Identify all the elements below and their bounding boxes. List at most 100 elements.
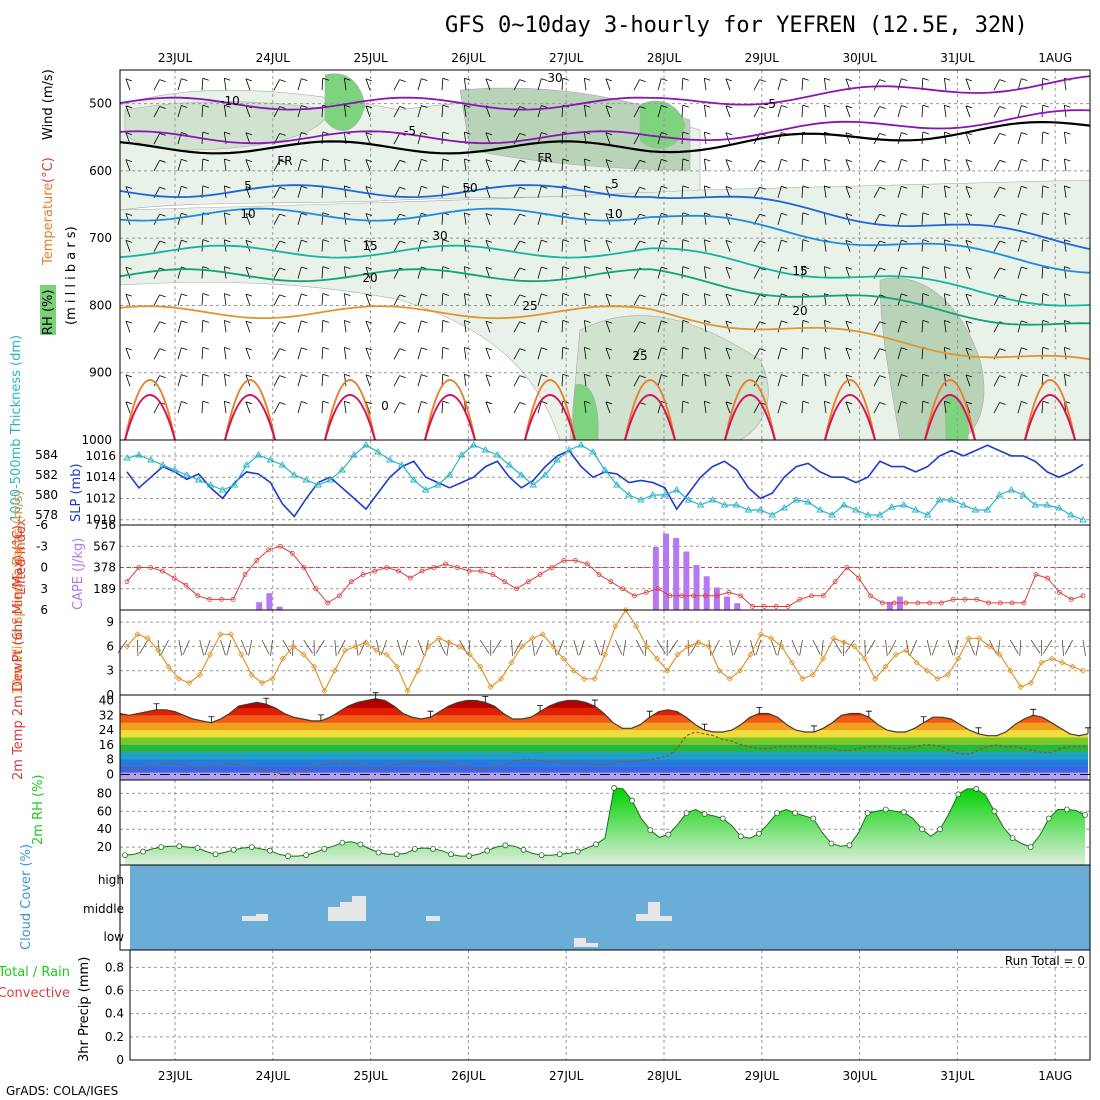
wind-barb-flag [464, 131, 471, 135]
isotherms [119, 75, 1091, 441]
wind-barb-flag [541, 293, 548, 297]
wind-barb-shaft [1017, 159, 1022, 172]
rh-marker [158, 844, 165, 851]
wind-barb-flag [279, 159, 286, 163]
wind-speed-marker [840, 639, 848, 646]
wind-barb-flag [159, 79, 166, 82]
wind-barb-flag [682, 77, 689, 81]
isotherm-label: FR [277, 154, 292, 168]
wind-speed-marker [466, 651, 473, 658]
wind-barb-shaft [965, 347, 971, 360]
wind-barb-shaft [605, 320, 611, 333]
lifted-index-marker [903, 600, 909, 606]
wind-barb-shaft [223, 347, 227, 360]
wind-barb-flag [1042, 400, 1049, 404]
surface-barb [821, 639, 824, 656]
wind-barb-flag [999, 348, 1006, 352]
wind-barb-flag [682, 158, 689, 162]
precip-panel: 0.80.60.40.20 Run Total = 0 Total / Rain… [0, 949, 1091, 1067]
wind-barb-shaft [441, 78, 444, 91]
wind-barb-flag [365, 159, 373, 163]
wind-barb-shaft [485, 213, 491, 225]
wind-barb-shaft [485, 132, 491, 145]
thickness-marker [565, 446, 573, 453]
wind-speed-marker [518, 643, 525, 650]
rh-marker [248, 844, 255, 851]
wind-barb-shaft [753, 321, 760, 333]
wind-barb-flag [802, 266, 809, 269]
thickness-marker [529, 481, 538, 488]
wind-barb-flag [965, 347, 973, 351]
surface-barb [947, 639, 954, 656]
wind-barb-flag [1042, 104, 1049, 108]
thickness-marker [828, 511, 836, 518]
wind-barb-shaft [297, 401, 302, 414]
rh-tick-label: 80 [97, 786, 112, 800]
thickness-marker [194, 476, 203, 483]
wind-barb-shaft [245, 186, 251, 198]
wind-barb-shaft [561, 320, 564, 333]
wind-barb-flag [541, 158, 548, 162]
wind-barb-flag [725, 132, 733, 136]
wind-barb-shaft [1063, 239, 1067, 252]
wind-barb-shaft [993, 375, 1000, 387]
wind-barb-shaft [417, 159, 422, 172]
wind-barb-flag [661, 132, 668, 135]
wind-barb-flag [421, 374, 428, 378]
wind-barb-flag [965, 320, 973, 324]
wind-speed-marker [591, 675, 598, 682]
wind-barb-flag [202, 320, 209, 323]
warm-isotherm-arch [724, 379, 776, 441]
surface-barb [199, 639, 204, 656]
wind-barb-flag [1042, 373, 1049, 377]
wind-barb-flag [781, 212, 788, 216]
wind-barb-shaft [703, 239, 707, 252]
wind-barb-shaft [703, 212, 707, 225]
wind-barb-flag [301, 401, 308, 404]
slp-tick-label: 1014 [85, 470, 116, 484]
lifted-index-marker [596, 572, 602, 577]
wind-barb-shaft [753, 240, 760, 252]
wind-barb-shaft [561, 158, 564, 171]
rh-marker [1009, 835, 1016, 842]
wind-barb-flag [1021, 78, 1028, 82]
wind-barb-shaft [297, 78, 302, 91]
wind-barb-shaft [441, 320, 444, 333]
wind-barb-flag [442, 104, 449, 108]
wind-barb-flag [399, 321, 406, 325]
slp-tick-label: 1012 [85, 491, 116, 505]
rh-marker [1045, 815, 1052, 822]
thickness-marker [1067, 511, 1075, 518]
wind-barb-flag [845, 239, 853, 243]
thickness-label: 1000-500mb Thickness (dm) [9, 335, 24, 522]
wind-barb-flag [725, 374, 733, 378]
wind-barb-shaft [365, 267, 371, 279]
wind-barb-flag [661, 78, 668, 82]
wind-barb-shaft [245, 159, 251, 172]
wind-barb-flag [519, 133, 526, 136]
wind-barb-shaft [513, 375, 520, 387]
thickness-marker [445, 471, 454, 478]
wind-barb-shaft [441, 212, 444, 225]
wind-barb-flag [944, 185, 951, 189]
wind-barb-shaft [513, 187, 520, 199]
rh-marker [393, 851, 400, 858]
wind-barb-flag [944, 293, 951, 296]
wind-barb-flag [965, 401, 973, 405]
wind-barb-shaft [201, 320, 204, 333]
thickness-marker [374, 448, 382, 455]
wind-barb-flag [944, 266, 951, 270]
wind-barb-flag [845, 347, 853, 351]
wind-barb-flag [125, 78, 133, 82]
surface-barb [376, 639, 381, 656]
wind-barb-shaft [897, 105, 902, 118]
rh-marker [774, 810, 780, 817]
wind-barb-shaft [485, 347, 491, 360]
warm-isotherm-arch [924, 394, 976, 441]
wind-barb-flag [901, 293, 908, 297]
thickness-marker [911, 506, 920, 513]
lifted-index-marker [974, 596, 980, 602]
wind-barb-flag [605, 320, 613, 324]
wind-barb-flag [605, 78, 613, 82]
thickness-marker [971, 506, 980, 513]
